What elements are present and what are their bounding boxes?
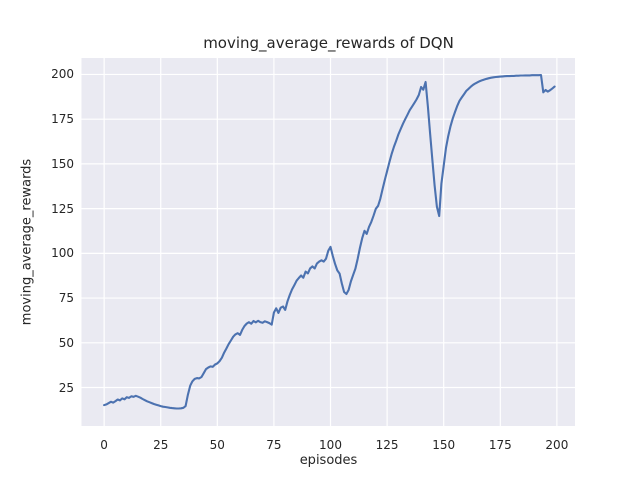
y-tick-label: 75	[58, 291, 74, 306]
y-tick-label: 150	[51, 156, 74, 171]
x-axis-label: episodes	[299, 453, 358, 468]
x-tick-label: 75	[266, 438, 282, 452]
y-tick-label: 25	[58, 380, 74, 395]
chart-title: moving_average_rewards of DQN	[203, 34, 454, 52]
x-tick-label: 150	[432, 438, 456, 452]
y-axis-label: moving_average_rewards	[19, 158, 35, 326]
x-tick-label: 50	[209, 438, 225, 452]
plot-area	[81, 58, 575, 426]
x-tick-label: 200	[545, 438, 569, 452]
x-tick-label: 25	[153, 438, 169, 452]
y-tick-label: 50	[58, 335, 74, 350]
x-tick-label: 100	[319, 438, 342, 452]
series-line-dqn	[103, 73, 556, 410]
x-tick-label: 0	[100, 438, 108, 452]
y-tick-label: 125	[51, 201, 74, 216]
x-tick-label: 175	[488, 438, 512, 452]
x-tick-label: 125	[375, 438, 399, 452]
y-tick-label: 175	[51, 112, 74, 127]
y-tick-label: 200	[51, 67, 74, 82]
y-tick-label: 100	[51, 246, 74, 261]
